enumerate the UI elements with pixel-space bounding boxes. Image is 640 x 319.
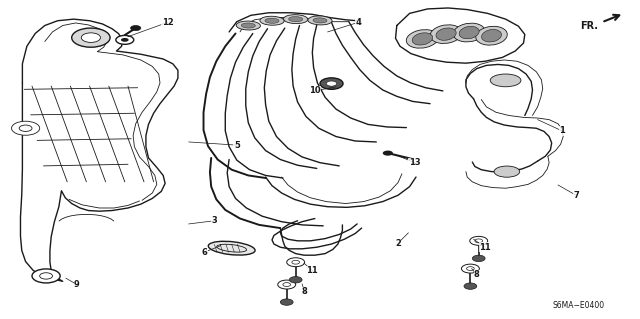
Ellipse shape — [313, 18, 327, 23]
Ellipse shape — [406, 30, 438, 48]
Ellipse shape — [241, 23, 255, 28]
Ellipse shape — [494, 166, 520, 177]
Circle shape — [287, 258, 305, 267]
Ellipse shape — [436, 28, 456, 40]
Circle shape — [72, 28, 110, 47]
Circle shape — [40, 273, 52, 279]
Circle shape — [383, 151, 393, 156]
Ellipse shape — [453, 23, 485, 42]
Ellipse shape — [459, 26, 479, 39]
Circle shape — [320, 78, 343, 89]
Text: 2: 2 — [395, 239, 401, 248]
Text: S6MA−E0400: S6MA−E0400 — [553, 301, 605, 310]
Circle shape — [278, 280, 296, 289]
Ellipse shape — [265, 18, 279, 23]
Text: 10: 10 — [309, 86, 321, 95]
Text: 13: 13 — [409, 158, 420, 167]
Text: 11: 11 — [307, 266, 318, 275]
Text: 7: 7 — [573, 191, 579, 200]
Text: 11: 11 — [479, 243, 491, 252]
Ellipse shape — [490, 74, 521, 87]
Circle shape — [121, 38, 129, 42]
Text: 3: 3 — [212, 216, 217, 225]
Text: FR.: FR. — [580, 21, 598, 31]
Circle shape — [280, 299, 293, 305]
Circle shape — [81, 33, 100, 42]
Polygon shape — [20, 19, 178, 281]
Text: 5: 5 — [234, 141, 240, 150]
Text: 8: 8 — [474, 271, 479, 279]
Circle shape — [32, 269, 60, 283]
Ellipse shape — [412, 33, 433, 45]
Circle shape — [12, 121, 40, 135]
Circle shape — [131, 26, 141, 31]
Text: 9: 9 — [74, 280, 79, 289]
Text: 1: 1 — [559, 126, 565, 135]
Text: 6: 6 — [202, 248, 208, 256]
Ellipse shape — [289, 17, 303, 22]
Circle shape — [289, 277, 302, 283]
Circle shape — [461, 264, 479, 273]
Ellipse shape — [208, 241, 255, 255]
Circle shape — [472, 255, 485, 262]
Ellipse shape — [236, 21, 260, 30]
Circle shape — [326, 81, 337, 86]
Circle shape — [116, 35, 134, 44]
Text: 8: 8 — [302, 287, 307, 296]
Text: 12: 12 — [162, 18, 173, 27]
Ellipse shape — [260, 16, 284, 25]
Ellipse shape — [430, 25, 462, 43]
Ellipse shape — [308, 16, 332, 25]
Ellipse shape — [476, 26, 508, 45]
Circle shape — [464, 283, 477, 289]
Ellipse shape — [284, 15, 308, 24]
Circle shape — [470, 236, 488, 245]
Ellipse shape — [481, 29, 502, 42]
Text: 4: 4 — [355, 18, 362, 27]
Polygon shape — [396, 8, 525, 63]
